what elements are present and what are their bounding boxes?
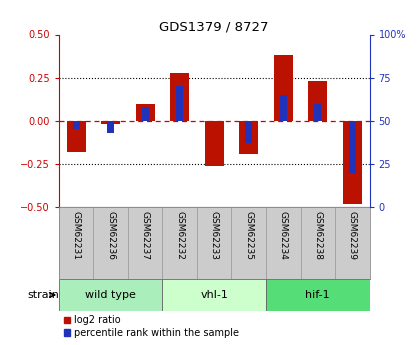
Bar: [197, 207, 231, 279]
Bar: [245, 121, 252, 143]
Bar: [343, 121, 362, 204]
Text: GSM62234: GSM62234: [279, 210, 288, 259]
Bar: [308, 81, 327, 121]
Text: GSM62238: GSM62238: [313, 210, 322, 260]
Bar: [280, 95, 287, 121]
Text: GSM62232: GSM62232: [175, 210, 184, 259]
Bar: [93, 207, 128, 279]
Bar: [170, 73, 189, 121]
Text: GSM62231: GSM62231: [71, 210, 81, 260]
Text: GSM62237: GSM62237: [141, 210, 150, 260]
Bar: [59, 207, 93, 279]
Bar: [163, 279, 266, 311]
Text: GSM62235: GSM62235: [244, 210, 253, 260]
Bar: [239, 121, 258, 154]
Text: GSM62236: GSM62236: [106, 210, 115, 260]
Bar: [59, 279, 163, 311]
Bar: [205, 121, 224, 166]
Bar: [301, 207, 335, 279]
Bar: [266, 279, 370, 311]
Title: GDS1379 / 8727: GDS1379 / 8727: [160, 20, 269, 33]
Text: GSM62239: GSM62239: [348, 210, 357, 260]
Bar: [128, 207, 163, 279]
Bar: [274, 55, 293, 121]
Bar: [101, 121, 120, 124]
Bar: [231, 207, 266, 279]
Text: strain: strain: [27, 290, 59, 300]
Bar: [163, 207, 197, 279]
Text: vhl-1: vhl-1: [200, 290, 228, 300]
Bar: [314, 104, 321, 121]
Text: hif-1: hif-1: [305, 290, 330, 300]
Text: wild type: wild type: [85, 290, 136, 300]
Bar: [136, 104, 155, 121]
Bar: [142, 107, 149, 121]
Bar: [107, 121, 114, 133]
Bar: [66, 121, 86, 152]
Bar: [266, 207, 301, 279]
Text: GSM62233: GSM62233: [210, 210, 219, 260]
Bar: [349, 121, 356, 172]
Bar: [176, 86, 183, 121]
Bar: [73, 121, 79, 129]
Bar: [335, 207, 370, 279]
Legend: log2 ratio, percentile rank within the sample: log2 ratio, percentile rank within the s…: [64, 315, 239, 338]
